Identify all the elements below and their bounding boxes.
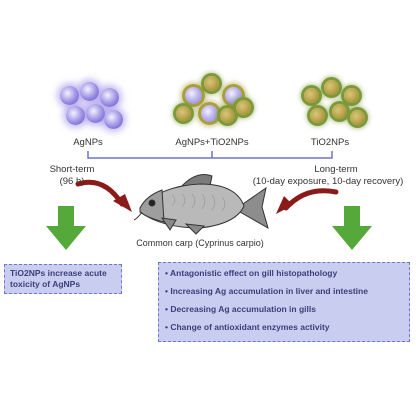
- agnps-label: AgNPs: [73, 137, 103, 148]
- agnps-tio2nps-cluster: [172, 74, 252, 130]
- right-result-item: • Decreasing Ag accumulation in gills: [165, 304, 316, 314]
- left-green-down-arrow: [46, 206, 86, 250]
- right-result-text: Antagonistic effect on gill histopatholo…: [170, 268, 338, 278]
- right-result-box: • Antagonistic effect on gill histopatho…: [158, 262, 410, 342]
- right-result-item: • Change of antioxidant enzymes activity: [165, 322, 330, 332]
- connector-bracket: [87, 151, 333, 159]
- long-term-label: Long-term: [314, 164, 358, 175]
- agnps-tio2nps-label: AgNPs+TiO2NPs: [175, 137, 249, 148]
- short-term-label: Short-term: [49, 164, 95, 175]
- right-result-item: • Antagonistic effect on gill histopatho…: [165, 268, 338, 278]
- right-red-curved-arrow: [276, 188, 339, 214]
- long-term-duration: (10-day exposure, 10-day recovery): [252, 176, 404, 187]
- right-result-text: Increasing Ag accumulation in liver and …: [170, 286, 368, 296]
- short-term-duration: (96 h): [59, 176, 85, 187]
- left-result-line2: toxicity of AgNPs: [10, 279, 81, 289]
- tio2nps-cluster: [298, 76, 370, 132]
- left-result-line1: TiO2NPs increase acute: [10, 268, 107, 278]
- fish-label: Common carp (Cyprinus carpio): [136, 238, 264, 248]
- tio2nps-label: TiO2NPs: [310, 137, 350, 148]
- carp-fish: [133, 174, 269, 235]
- right-result-text: Change of antioxidant enzymes activity: [170, 322, 330, 332]
- left-result-box: TiO2NPs increase acute toxicity of AgNPs: [4, 264, 122, 294]
- agnps-cluster: [52, 78, 124, 134]
- right-green-down-arrow: [332, 206, 372, 250]
- right-result-item: • Increasing Ag accumulation in liver an…: [165, 286, 368, 296]
- left-red-curved-arrow: [75, 179, 132, 212]
- right-result-text: Decreasing Ag accumulation in gills: [170, 304, 316, 314]
